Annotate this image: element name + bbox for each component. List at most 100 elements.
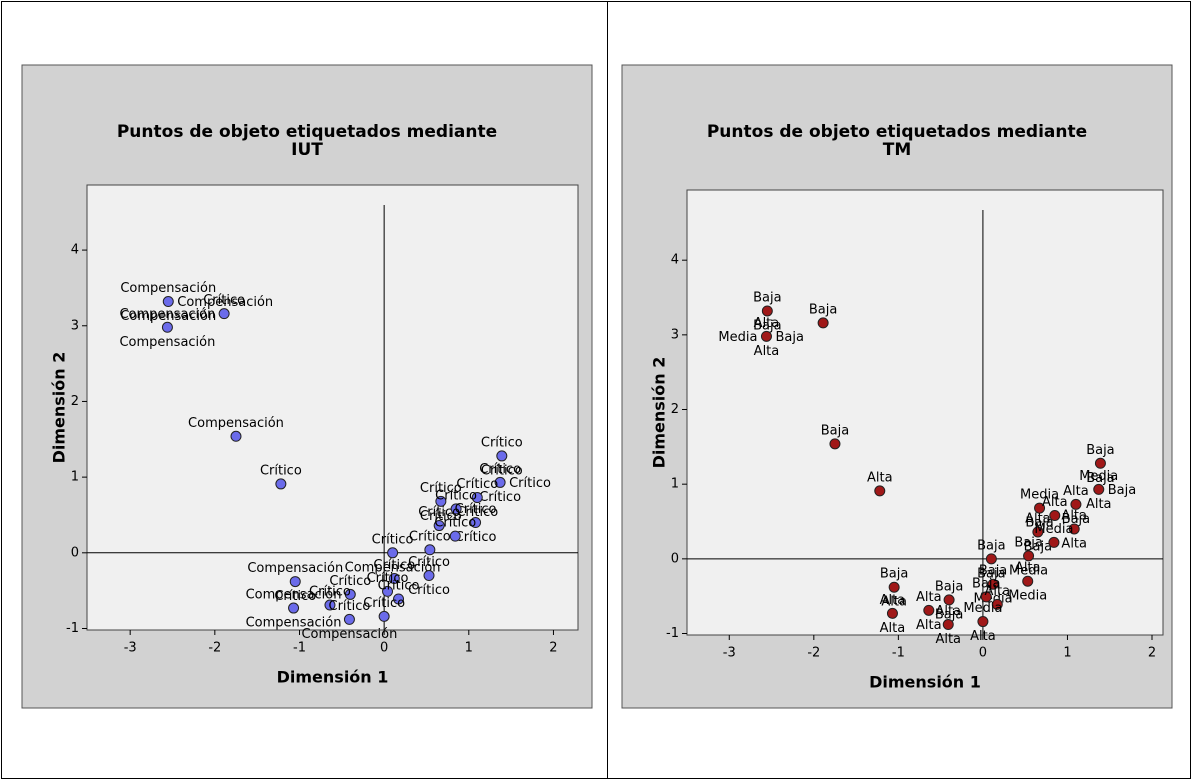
point-label: Crítico xyxy=(456,477,498,492)
y-tick-label: 0 xyxy=(671,551,679,566)
x-tick-label: -3 xyxy=(723,646,736,661)
point xyxy=(1049,510,1061,522)
point-label: Media xyxy=(718,330,757,345)
point-label: Media xyxy=(1034,522,1073,537)
point xyxy=(230,430,242,442)
x-tick-label: -1 xyxy=(892,646,905,661)
x-axis-label: Dimensión 1 xyxy=(277,668,389,687)
point-label: Alta xyxy=(970,629,996,644)
point xyxy=(985,553,997,565)
point xyxy=(923,604,935,616)
point xyxy=(435,495,447,507)
point xyxy=(829,438,841,450)
y-tick-label: 4 xyxy=(71,243,79,258)
point-label: Crítico xyxy=(435,488,477,503)
point xyxy=(1034,502,1046,514)
point xyxy=(494,476,506,488)
point-label: Baja xyxy=(880,567,908,582)
x-tick-label: -3 xyxy=(124,641,137,656)
point-label: Crítico xyxy=(479,462,521,477)
y-tick-label: 1 xyxy=(71,470,79,485)
x-tick-label: 1 xyxy=(465,641,473,656)
point xyxy=(393,593,405,605)
point-label: Crítico xyxy=(373,558,415,573)
point-label: Compensación xyxy=(120,281,216,296)
x-tick-label: -2 xyxy=(208,641,221,656)
point xyxy=(161,321,173,333)
point-label: Crítico xyxy=(456,505,498,520)
point-label: Alta xyxy=(1042,495,1068,510)
point xyxy=(496,450,508,462)
point xyxy=(288,602,300,614)
point-label: Baja xyxy=(809,302,837,317)
point-label: Alta xyxy=(754,344,780,359)
x-tick-label: 1 xyxy=(1063,646,1071,661)
point-label: Baja xyxy=(821,423,849,438)
point xyxy=(943,594,955,606)
point xyxy=(470,517,482,529)
point-label: Alta xyxy=(867,470,893,485)
point xyxy=(1048,536,1060,548)
point-label: Crítico xyxy=(363,596,405,611)
point-label: Alta xyxy=(1061,536,1087,551)
point-label: Crítico xyxy=(481,463,523,478)
point-label: Compensación xyxy=(246,616,342,631)
point xyxy=(1094,457,1106,469)
point-label: Baja xyxy=(935,607,963,622)
point xyxy=(387,547,399,559)
chart-subtitle: TM xyxy=(883,140,912,160)
point xyxy=(1070,498,1082,510)
point xyxy=(874,485,886,497)
point-label: Crítico xyxy=(409,529,451,544)
point-label: Baja xyxy=(753,318,781,333)
y-tick-label: 1 xyxy=(671,477,679,492)
point-label: Baja xyxy=(775,330,803,345)
point-label: Alta xyxy=(1061,508,1087,523)
point-label: Compensación xyxy=(247,561,343,576)
point xyxy=(218,308,230,320)
point xyxy=(388,573,400,585)
point xyxy=(433,520,445,532)
point-label: Baja xyxy=(1108,483,1136,498)
point-label: Crítico xyxy=(455,530,497,545)
plot-area xyxy=(86,184,579,631)
point xyxy=(1023,550,1035,562)
point xyxy=(991,598,1003,610)
point-label: Compensación xyxy=(120,309,216,324)
point-label: Media xyxy=(1008,589,1047,604)
chart-subtitle: IUT xyxy=(291,140,323,160)
y-tick-label: 3 xyxy=(71,318,79,333)
y-tick-label: 3 xyxy=(671,327,679,342)
point-label: Crítico xyxy=(378,578,420,593)
point xyxy=(761,305,773,317)
point-label: Media xyxy=(963,601,1002,616)
point xyxy=(886,607,898,619)
point-label: Alta xyxy=(881,595,907,610)
point xyxy=(449,530,461,542)
point-label: Media xyxy=(1079,469,1118,484)
point xyxy=(450,503,462,515)
point xyxy=(382,585,394,597)
point xyxy=(378,610,390,622)
y-axis-label: Dimensión 2 xyxy=(650,357,669,469)
point-label: Baja xyxy=(1024,539,1052,554)
point-label: Alta xyxy=(916,590,942,605)
point-label: Baja xyxy=(979,564,1007,579)
point-label: Baja xyxy=(1062,512,1090,527)
x-tick-label: 2 xyxy=(549,641,557,656)
point xyxy=(1032,526,1044,538)
point-label: Alta xyxy=(916,618,942,633)
x-tick-label: 0 xyxy=(380,641,388,656)
point-label: Compensación xyxy=(177,295,273,310)
point-label: Crítico xyxy=(329,574,371,589)
point-label: Compensación xyxy=(246,588,342,603)
y-axis-label: Dimensión 2 xyxy=(50,352,69,464)
point-label: Alta xyxy=(754,316,780,331)
point xyxy=(344,588,356,600)
point-label: Alta xyxy=(1086,497,1112,512)
point-label: Compensación xyxy=(188,416,284,431)
point xyxy=(977,616,989,628)
point-label: Crítico xyxy=(455,502,497,517)
